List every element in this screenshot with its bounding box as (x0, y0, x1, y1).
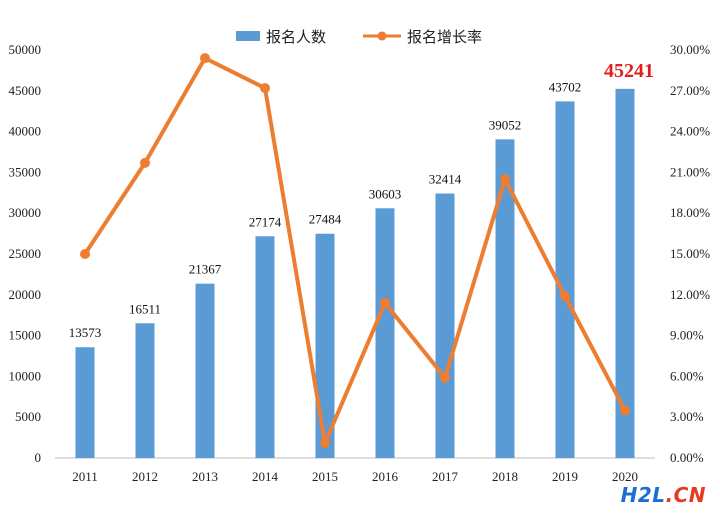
legend-bar-label: 报名人数 (266, 28, 326, 46)
bar (255, 236, 275, 458)
bar (195, 283, 215, 458)
line-point (140, 157, 150, 168)
line-point (200, 53, 210, 64)
y-left-tick-label: 35000 (9, 164, 42, 179)
data-label: 16511 (129, 301, 161, 316)
y-left-tick-label: 30000 (9, 205, 42, 220)
y-left-tick-label: 15000 (9, 328, 42, 343)
watermark-part2: .CN (665, 483, 706, 507)
data-label: 39052 (489, 117, 522, 132)
y-left-tick-label: 5000 (15, 409, 41, 424)
line-point (440, 372, 450, 383)
y-right-tick-label: 18.00% (670, 205, 710, 220)
y-right-tick-label: 12.00% (670, 287, 710, 302)
line-point (260, 83, 270, 94)
data-labels: 13573 16511 21367 27174 27484 30603 32414 39052… (69, 60, 654, 340)
series-line (83, 56, 627, 446)
x-tick-label: 2018 (492, 469, 518, 484)
axes: 0 5000 10000 15000 20000 25000 30000 35000 40000… (9, 42, 711, 484)
bar (75, 347, 95, 458)
y-right-tick-label: 9.00% (670, 328, 704, 343)
data-label: 30603 (369, 186, 402, 201)
y-left-tick-label: 50000 (9, 42, 42, 57)
line-point (380, 297, 390, 308)
data-label: 27484 (309, 212, 342, 227)
bars (75, 88, 635, 459)
bar (135, 323, 155, 458)
line-point (80, 249, 90, 259)
x-tick-label: 2013 (192, 469, 218, 484)
bar (495, 139, 515, 458)
watermark: H2L.CN (621, 483, 706, 507)
legend: 报名人数 报名增长率 (236, 28, 482, 46)
y-left-tick-label: 0 (35, 450, 42, 465)
line-point (620, 405, 630, 416)
y-right-tick-label: 15.00% (670, 246, 710, 261)
bar (615, 88, 635, 459)
bar (435, 193, 455, 458)
legend-bar-swatch (236, 31, 260, 41)
x-tick-label: 2015 (312, 469, 338, 484)
y-left-tick-label: 20000 (9, 287, 42, 302)
data-label: 21367 (189, 262, 222, 277)
line-point (320, 438, 330, 449)
data-label: 27174 (249, 214, 282, 229)
x-tick-label: 2016 (372, 469, 399, 484)
legend-line-label: 报名增长率 (407, 28, 482, 46)
line-point (560, 291, 570, 302)
y-right-tick-label: 6.00% (670, 368, 704, 383)
data-label: 32414 (429, 172, 462, 187)
line-point (500, 174, 510, 185)
y-right-tick-label: 21.00% (670, 164, 710, 179)
growth-line (80, 53, 630, 449)
y-right-tick-label: 0.00% (670, 450, 704, 465)
y-right-tick-label: 30.00% (670, 42, 710, 57)
y-left-tick-label: 10000 (9, 368, 42, 383)
y-right-tick-label: 27.00% (670, 83, 710, 98)
x-tick-label: 2020 (612, 469, 638, 484)
x-tick-label: 2012 (132, 469, 158, 484)
data-label: 13573 (69, 325, 102, 340)
y-left-tick-label: 25000 (9, 246, 42, 261)
watermark-part1: H2L (620, 483, 666, 507)
data-label-highlight: 45241 (604, 60, 654, 82)
y-right-tick-label: 3.00% (670, 409, 704, 424)
legend-line-marker (377, 31, 387, 41)
x-tick-label: 2011 (72, 469, 98, 484)
bar (375, 208, 395, 458)
y-right-tick-label: 24.00% (670, 124, 710, 139)
y-left-tick-label: 45000 (9, 83, 42, 98)
data-label: 43702 (549, 79, 582, 94)
bar (555, 101, 575, 459)
x-tick-label: 2017 (432, 469, 459, 484)
x-tick-label: 2014 (252, 469, 279, 484)
bar (315, 233, 335, 458)
y-left-tick-label: 40000 (9, 124, 42, 139)
x-tick-label: 2019 (552, 469, 578, 484)
